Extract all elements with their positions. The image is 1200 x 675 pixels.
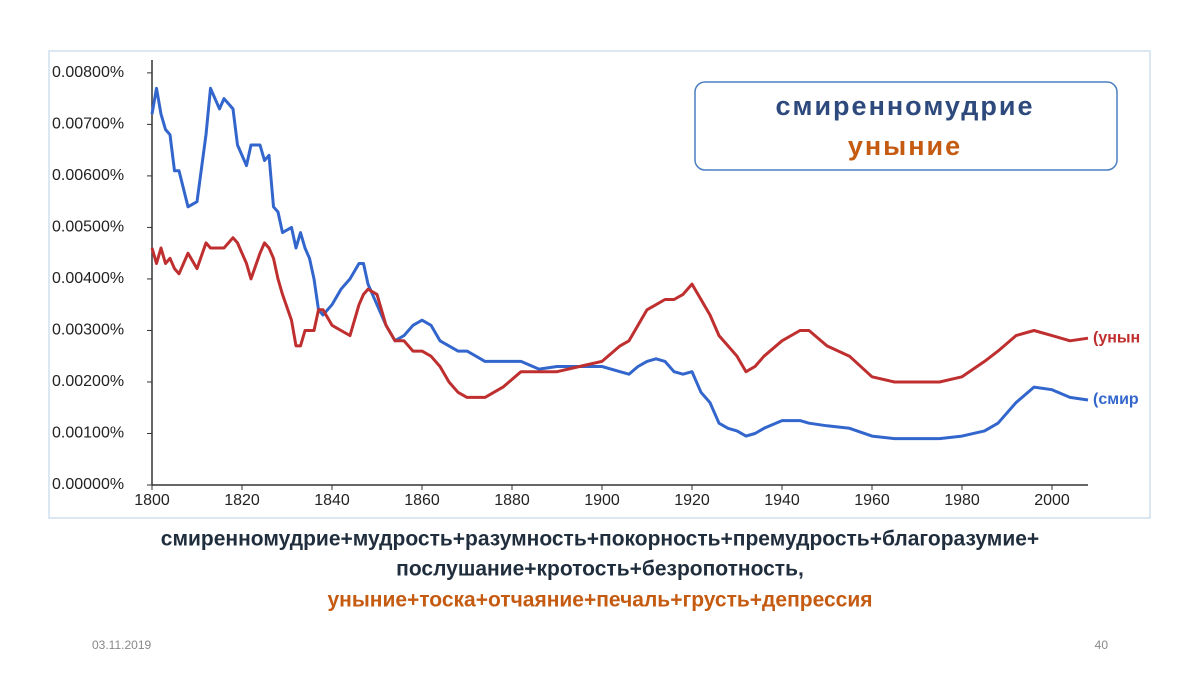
x-tick-label: 1920 — [674, 492, 710, 509]
y-tick-label: 0.00700% — [52, 116, 124, 133]
caption: уныние+тоска+отчаяние+печаль+грусть+депр… — [327, 589, 872, 612]
caption: послушание+кротость+безропотность, — [396, 558, 804, 581]
y-tick-label: 0.00400% — [52, 270, 124, 287]
x-tick-label: 1860 — [404, 492, 440, 509]
line-series — [150, 86, 1089, 441]
line-series — [150, 236, 1089, 399]
x-tick-label: 1940 — [764, 492, 800, 509]
y-tick-label: 0.00200% — [52, 373, 124, 390]
legend-entry: уныние — [848, 131, 962, 161]
page-number: 40 — [1095, 638, 1109, 652]
x-tick-label: 1900 — [584, 492, 620, 509]
x-tick-label: 1960 — [854, 492, 890, 509]
legend-box — [694, 81, 1118, 171]
legend-entry: смиренномудрие — [775, 91, 1034, 121]
y-tick-label: 0.00500% — [52, 219, 124, 236]
x-tick-label: 1840 — [314, 492, 350, 509]
caption: смиренномудрие+мудрость+разумность+покор… — [161, 528, 1039, 551]
footer-date: 03.11.2019 — [92, 638, 151, 652]
y-tick-label: 0.00300% — [52, 322, 124, 339]
x-tick-label: 1880 — [494, 492, 530, 509]
y-tick-label: 0.00600% — [52, 167, 124, 184]
x-tick-label: 2000 — [1034, 492, 1070, 509]
series-end-label: (смир — [1093, 391, 1139, 408]
y-tick-label: 0.00000% — [52, 476, 124, 493]
x-tick-label: 1980 — [944, 492, 980, 509]
x-tick-label: 1800 — [134, 492, 170, 509]
y-tick-label: 0.00800% — [52, 64, 124, 81]
x-tick-label: 1820 — [224, 492, 260, 509]
y-tick-label: 0.00100% — [52, 425, 124, 442]
series-end-label: (унын — [1093, 329, 1140, 346]
